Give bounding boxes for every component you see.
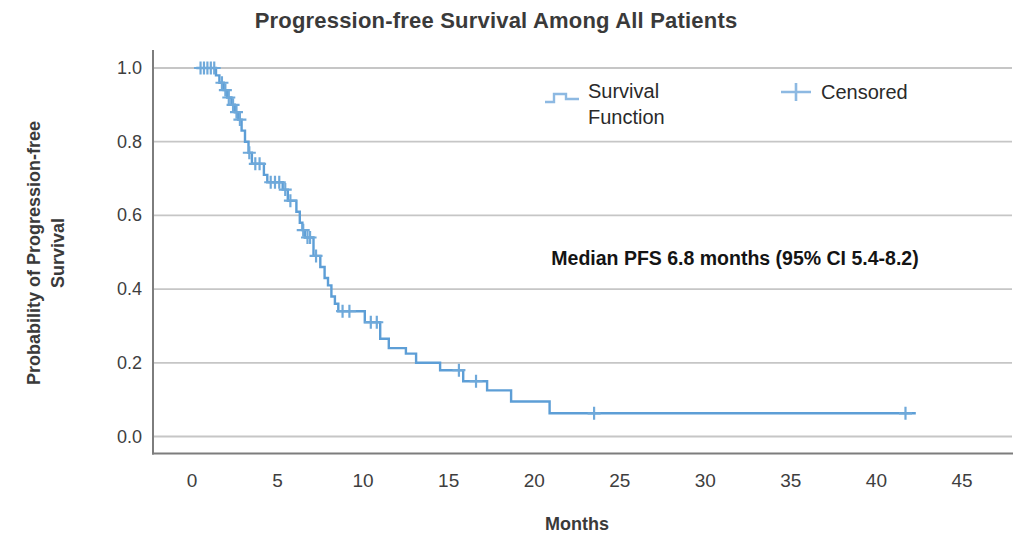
x-tick-label: 10 — [353, 470, 374, 491]
censor-mark — [219, 84, 232, 97]
censor-mark — [588, 407, 601, 420]
median-pfs-annotation: Median PFS 6.8 months (95% CI 5.4-8.2) — [504, 247, 966, 270]
legend-censored-label: Censored — [821, 79, 908, 105]
chart-title: Progression-free Survival Among All Pati… — [0, 8, 992, 34]
censor-mark — [899, 407, 912, 420]
legend-item-censored: Censored — [779, 79, 908, 109]
censor-mark — [233, 113, 246, 126]
censor-mark — [230, 106, 243, 119]
y-axis-label-line2: Survival — [48, 218, 68, 288]
censor-mark — [470, 375, 483, 388]
y-tick-label: 0.6 — [117, 205, 142, 225]
step-line-icon — [544, 86, 580, 112]
censor-mark — [284, 194, 297, 207]
censor-mark — [243, 146, 256, 159]
censor-mark — [215, 76, 228, 89]
y-tick-label: 0.8 — [117, 132, 142, 152]
legend-survival-label: Survival Function — [588, 78, 698, 130]
y-axis-label: Probability of Progression-free Survival — [22, 53, 72, 453]
y-tick-label: 0.0 — [117, 427, 142, 447]
x-tick-label: 5 — [272, 470, 283, 491]
x-axis-label: Months — [377, 514, 777, 535]
x-tick-label: 35 — [780, 470, 801, 491]
x-tick-label: 40 — [866, 470, 887, 491]
x-tick-label: 25 — [609, 470, 630, 491]
x-tick-label: 30 — [695, 470, 716, 491]
censor-mark — [343, 305, 356, 318]
x-tick-label: 45 — [951, 470, 972, 491]
y-axis-label-line1: Probability of Progression-free — [24, 121, 44, 385]
y-tick-label: 1.0 — [117, 58, 142, 78]
censor-mark — [208, 62, 221, 75]
y-tick-label: 0.4 — [117, 279, 142, 299]
y-tick-label: 0.2 — [117, 353, 142, 373]
legend-item-survival-function: Survival Function — [544, 78, 698, 130]
censor-mark — [279, 183, 292, 196]
x-tick-label: 15 — [438, 470, 459, 491]
plus-censor-icon — [779, 81, 813, 109]
x-tick-label: 20 — [524, 470, 545, 491]
km-survival-figure: 1.0 0.8 0.6 0.4 0.2 0.0 0 5 10 15 20 25 30 35 40 45 Pro… — [0, 0, 1036, 550]
x-tick-label: 0 — [187, 470, 198, 491]
